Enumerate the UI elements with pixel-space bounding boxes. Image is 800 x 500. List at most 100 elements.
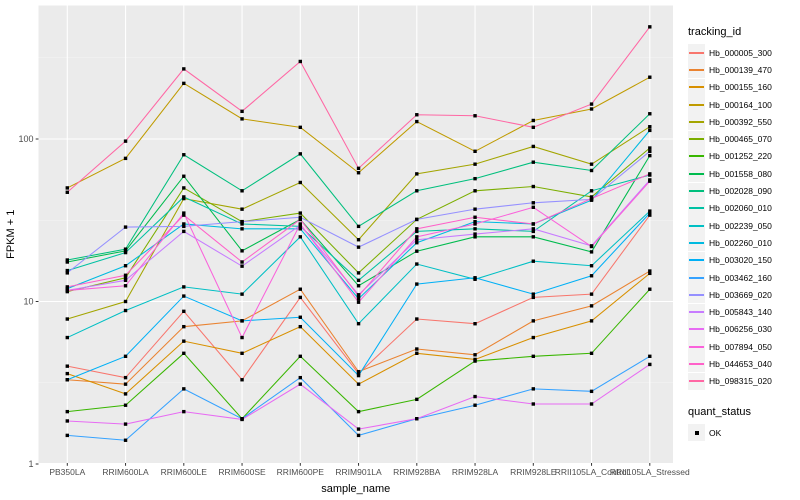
data-point	[356, 322, 361, 326]
plot-panel	[38, 5, 673, 463]
legend-line-swatch	[689, 86, 704, 89]
data-point	[356, 294, 361, 298]
black-square-point-icon	[694, 430, 699, 435]
data-point	[240, 292, 244, 296]
data-point	[240, 378, 244, 382]
legend-item-Hb_000164_100: Hb_000164_100	[688, 96, 798, 114]
data-point	[123, 247, 128, 251]
data-point	[531, 259, 535, 263]
data-point	[415, 397, 419, 402]
legend-key-line-icon	[688, 78, 705, 96]
legend-label: Hb_007894_050	[709, 341, 772, 352]
data-point	[298, 235, 302, 239]
data-point	[415, 229, 419, 234]
data-point	[473, 222, 477, 226]
legend-label: Hb_000005_300	[709, 47, 772, 58]
legend-label: Hb_002260_010	[709, 237, 772, 248]
x-tick-label: PB350LA	[49, 467, 85, 477]
legend-label: Hb_003462_160	[709, 272, 772, 283]
data-point	[298, 152, 302, 156]
data-point	[182, 339, 186, 343]
data-point	[415, 113, 419, 117]
data-point	[531, 295, 535, 300]
legend-key-line-icon	[688, 251, 705, 269]
legend-label: Hb_002028_090	[709, 186, 772, 197]
data-point	[182, 81, 186, 86]
data-point	[415, 238, 419, 242]
data-point	[531, 387, 535, 391]
data-point	[298, 287, 302, 291]
data-point	[298, 125, 302, 130]
data-point	[123, 139, 128, 143]
data-point	[182, 174, 186, 178]
data-point	[298, 222, 302, 226]
data-point	[356, 409, 361, 414]
data-point	[182, 67, 186, 71]
data-point	[531, 402, 535, 406]
data-point	[589, 389, 594, 394]
data-point	[65, 371, 69, 376]
data-point	[648, 112, 652, 116]
data-point	[356, 433, 361, 438]
y-tick-label: 100	[18, 134, 33, 144]
legend-line-swatch	[689, 345, 704, 348]
legend-line-swatch	[689, 241, 704, 244]
data-point	[473, 215, 477, 219]
legend-key-line-icon	[688, 61, 705, 79]
data-point	[123, 438, 128, 442]
data-point	[298, 382, 302, 386]
data-point	[65, 409, 69, 414]
data-point	[240, 207, 244, 211]
legend-line-swatch	[689, 207, 704, 210]
data-point	[531, 160, 535, 164]
legend-line-swatch	[689, 103, 704, 106]
data-point	[473, 353, 477, 357]
data-point	[473, 322, 477, 326]
legend-key-line-icon	[688, 355, 705, 373]
data-point	[589, 162, 594, 166]
legend-label: Hb_000392_550	[709, 116, 772, 127]
data-point	[531, 144, 535, 149]
data-point	[415, 235, 419, 239]
data-point	[648, 153, 652, 158]
legend-item-Hb_005843_140: Hb_005843_140	[688, 303, 798, 321]
legend: tracking_id Hb_000005_300 Hb_000139_470 Hb…	[688, 26, 798, 442]
data-point	[473, 394, 477, 399]
data-point	[123, 284, 128, 288]
data-point	[123, 250, 128, 255]
data-point	[415, 227, 419, 231]
legend-line-swatch	[689, 328, 704, 331]
legend-item-Hb_003462_160: Hb_003462_160	[688, 269, 798, 286]
legend-item-Hb_002060_010: Hb_002060_010	[688, 199, 798, 217]
legend-line-swatch	[689, 311, 704, 314]
x-tick-label: RRIM928LE	[510, 467, 557, 477]
legend-label: Hb_000164_100	[709, 99, 772, 110]
data-point	[415, 282, 419, 286]
data-point	[589, 196, 594, 201]
data-point	[531, 292, 535, 296]
legend-item-Hb_002239_050: Hb_002239_050	[688, 217, 798, 235]
data-point	[415, 317, 419, 321]
data-point	[182, 153, 186, 157]
data-point	[356, 369, 361, 374]
legend-line-swatch	[689, 155, 704, 158]
data-point	[298, 59, 302, 64]
data-point	[123, 156, 128, 161]
data-point	[123, 273, 128, 277]
legend-key-line-icon	[688, 338, 705, 356]
y-tick-label: 10	[23, 297, 33, 307]
legend-key-line-icon	[688, 269, 705, 286]
data-point	[356, 224, 361, 229]
y-tick-label: 1	[28, 459, 33, 469]
legend-line-swatch	[689, 380, 704, 383]
legend-line-swatch	[689, 68, 704, 71]
data-point	[648, 269, 652, 273]
data-point	[648, 271, 652, 276]
data-point	[298, 375, 302, 380]
data-point	[415, 417, 419, 421]
x-tick-label: RRIM901LA	[335, 467, 382, 477]
data-point	[473, 359, 477, 363]
data-point	[648, 146, 652, 150]
data-point	[65, 419, 69, 423]
data-point	[356, 166, 361, 171]
